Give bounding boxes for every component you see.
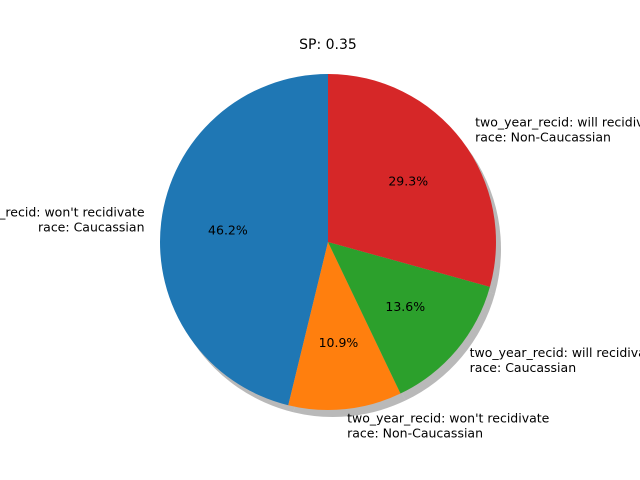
pie-percent-label: 13.6% — [385, 299, 425, 314]
pie-percent-label: 29.3% — [388, 173, 428, 188]
pie-slices — [159, 74, 497, 410]
pie-percent-label: 46.2% — [208, 222, 248, 237]
pie-slice-label: two_year_recid: won't recidivate race: No… — [347, 410, 550, 440]
pie-slice-label: two_year_recid: will recidivate race: Cau… — [470, 345, 640, 375]
chart-title: SP: 0.35 — [299, 37, 357, 53]
pie-percent-label: 10.9% — [319, 335, 359, 350]
pie-slice-1 — [159, 74, 328, 406]
pie-slice-4 — [328, 74, 497, 287]
pie-slice-3 — [328, 242, 490, 394]
pie-percent-labels: 46.2% 10.9% 13.6% 29.3% — [208, 173, 428, 349]
pie-slice-2 — [288, 242, 401, 410]
